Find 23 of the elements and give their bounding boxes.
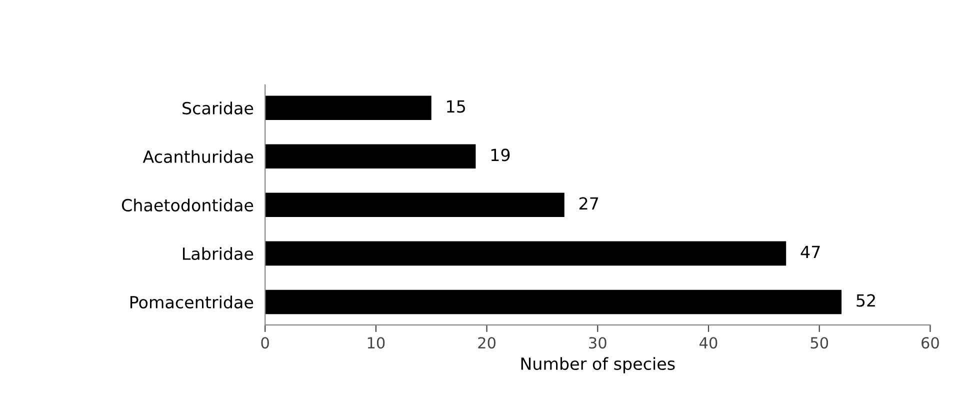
x-tick-label: 30 xyxy=(589,337,606,349)
data-label: 27 xyxy=(580,197,598,210)
x-tick-label: 40 xyxy=(700,337,718,349)
data-label: 15 xyxy=(447,100,466,113)
y-tick-label: Chaetodontidae xyxy=(122,198,254,212)
data-label: 19 xyxy=(491,148,510,162)
x-tick-label: 50 xyxy=(810,337,828,349)
x-axis-title: Number of species xyxy=(521,357,675,374)
x-tick-label: 60 xyxy=(922,337,939,349)
bar xyxy=(265,96,432,120)
x-tick-label: 20 xyxy=(478,337,496,349)
y-tick-label: Labridae xyxy=(183,247,254,260)
bar xyxy=(265,144,476,169)
x-tick-label: 10 xyxy=(368,337,385,349)
y-tick-label: Pomacentridae xyxy=(130,296,254,309)
bar xyxy=(265,192,564,218)
bar xyxy=(265,241,786,266)
data-label: 47 xyxy=(800,246,820,258)
y-tick-label: Scaridae xyxy=(182,102,254,114)
y-tick-label: Acanthuridae xyxy=(142,150,254,163)
x-tick-label: 0 xyxy=(261,337,269,349)
data-label: 52 xyxy=(856,294,875,307)
bar xyxy=(265,290,842,314)
